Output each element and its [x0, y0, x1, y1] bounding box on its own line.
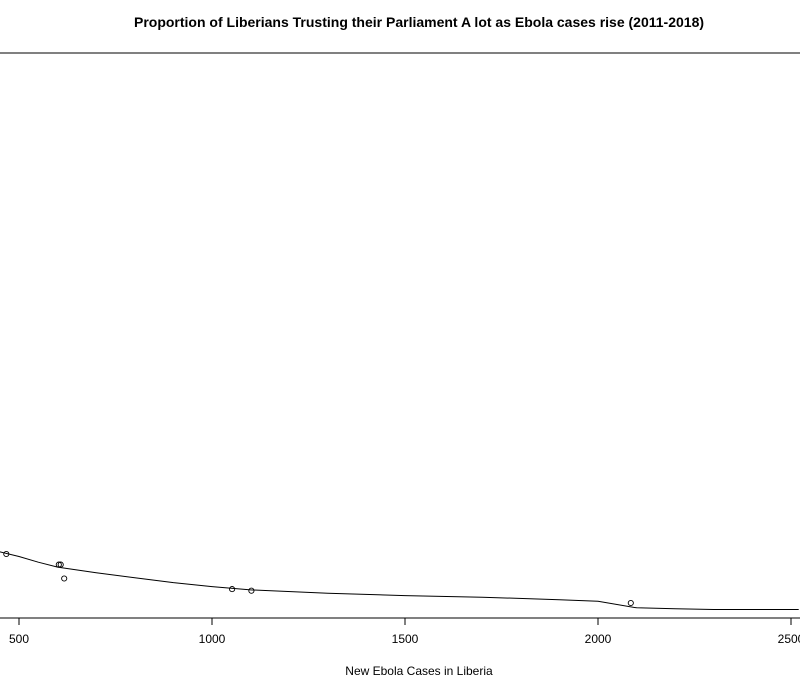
- data-point: [627, 599, 634, 607]
- data-point: [3, 550, 10, 558]
- x-tick-label: 1000: [199, 632, 226, 646]
- x-axis-ticks: 500 1000 1500 2000 2500: [9, 618, 800, 646]
- data-point: [229, 586, 236, 593]
- data-points: [3, 550, 634, 607]
- data-point: [248, 587, 255, 594]
- x-tick-label: 500: [9, 632, 29, 646]
- x-tick-label: 2500: [778, 632, 800, 646]
- fit-line: [0, 551, 799, 610]
- x-axis-label: New Ebola Cases in Liberia: [345, 664, 493, 678]
- chart-title: Proportion of Liberians Trusting their P…: [133, 14, 705, 30]
- x-tick-label: 1500: [392, 632, 419, 646]
- data-point: [55, 561, 62, 568]
- data-point: [61, 575, 68, 582]
- x-tick-label: 2000: [585, 632, 612, 646]
- data-point: [57, 561, 64, 568]
